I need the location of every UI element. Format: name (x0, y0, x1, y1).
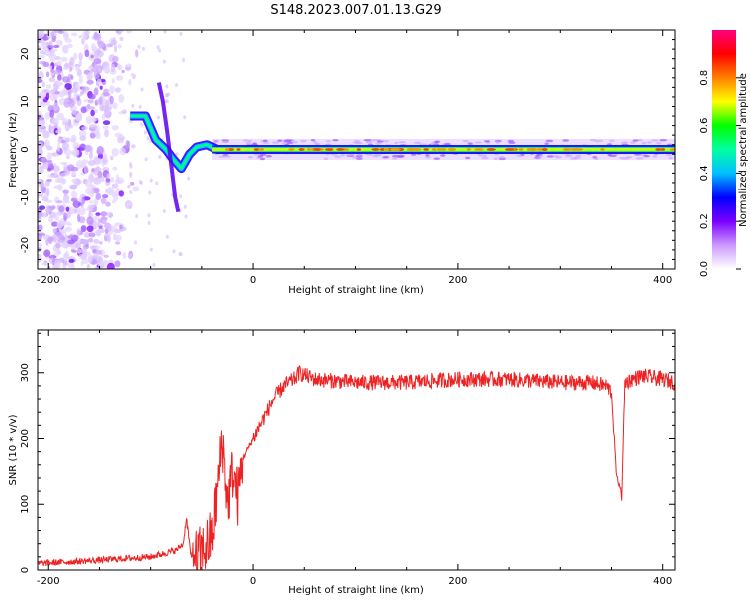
snr-x-tick-label: -200 (37, 576, 60, 587)
spectrogram-y-tick-label: 20 (20, 48, 31, 61)
colorbar-tick-label: 0.2 (699, 213, 710, 229)
spectrogram-x-axis-label: Height of straight line (km) (288, 285, 424, 296)
spectrogram-panel: -200 0 200 400 -20 -10 0 10 20 Height of straig… (8, 29, 676, 296)
snr-plot-area (38, 364, 675, 570)
spectrogram-y-ticks: -20 -10 0 10 20 (20, 29, 675, 270)
colorbar-tick-label: 0.8 (699, 70, 710, 86)
spectrogram-x-tick-label: -200 (37, 275, 60, 286)
snr-y-axis-label: SNR (10 * v/v) (8, 414, 19, 485)
spectrogram-y-tick-label: -10 (20, 189, 31, 205)
figure-title: S148.2023.007.01.13.G29 (270, 3, 441, 18)
snr-y-tick-label: 200 (20, 429, 31, 448)
spectrogram-y-tick-label: 10 (20, 95, 31, 108)
snr-y-ticks: 0 100 200 300 (20, 332, 675, 573)
colorbar-ticks: 0.0 0.2 0.4 0.6 0.8 (699, 70, 741, 277)
snr-x-tick-label: 200 (448, 576, 467, 587)
spectrogram-x-tick-label: 400 (653, 275, 672, 286)
colorbar: 0.0 0.2 0.4 0.6 0.8 Normalized spectral ampl… (699, 30, 749, 277)
colorbar-gradient (712, 30, 736, 269)
spectrogram-y-tick-label: 0 (20, 146, 31, 152)
snr-y-tick-label: 0 (20, 567, 31, 573)
colorbar-tick-label: 0.0 (699, 261, 710, 277)
spectrogram-y-axis-label: Frequency (Hz) (8, 112, 19, 188)
colorbar-tick-label: 0.6 (699, 118, 710, 134)
snr-x-ticks: -200 0 200 400 (37, 330, 672, 587)
snr-x-tick-label: 400 (653, 576, 672, 587)
colorbar-tick-label: 0.4 (699, 165, 710, 181)
snr-panel: -200 0 200 400 0 100 200 300 Height of straigh… (8, 329, 676, 596)
colorbar-label: Normalized spectral amplitude (738, 73, 749, 227)
snr-frame (37, 329, 676, 571)
spectrogram-x-tick-label: 200 (448, 275, 467, 286)
spectrogram-frame (37, 29, 676, 270)
snr-y-tick-label: 300 (20, 363, 31, 382)
spectrogram-plot-area (38, 30, 675, 269)
snr-series-line (38, 364, 675, 570)
spectrogram-x-tick-label: 0 (250, 275, 256, 286)
spectrogram-x-ticks: -200 0 200 400 (37, 30, 672, 286)
spectrogram-y-tick-label: -20 (20, 237, 31, 253)
snr-x-axis-label: Height of straight line (km) (288, 585, 424, 596)
snr-y-tick-label: 100 (20, 495, 31, 514)
snr-x-tick-label: 0 (250, 576, 256, 587)
